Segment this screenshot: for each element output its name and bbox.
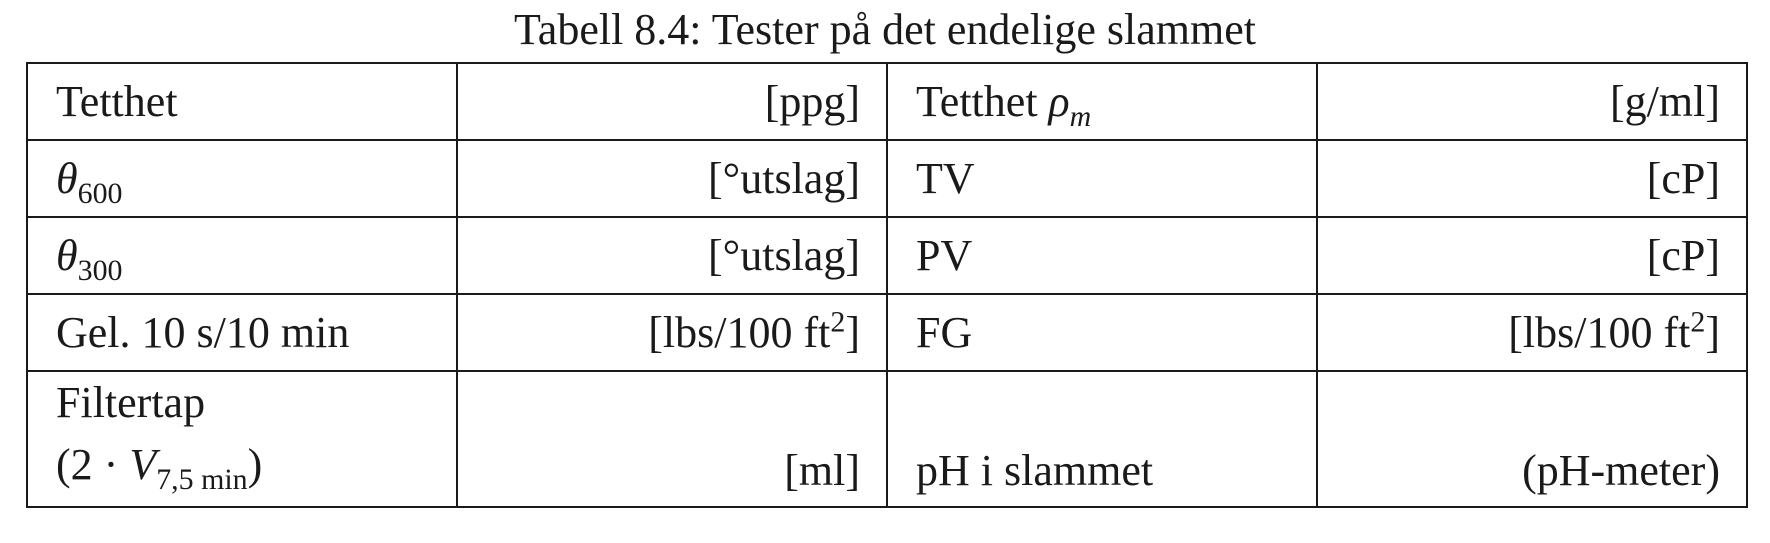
label-fg: FG xyxy=(886,293,1318,372)
unit-ml: [ml] xyxy=(456,370,888,508)
label-theta-300: θ300 xyxy=(26,216,458,295)
label-density-rho: Tetthet ρm xyxy=(886,62,1318,141)
unit-ph-meter: (pH-meter) xyxy=(1316,370,1748,508)
unit-deflection-600: [°utslag] xyxy=(456,139,888,218)
unit-g-per-ml: [g/ml] xyxy=(1316,62,1748,141)
table-row: θ300 [°utslag] PV [cP] xyxy=(26,216,1748,295)
unit-lbs-gel: [lbs/100 ft2] xyxy=(456,293,888,372)
unit-cp-tv: [cP] xyxy=(1316,139,1748,218)
unit-cp-pv: [cP] xyxy=(1316,216,1748,295)
label-ph: pH i slammet xyxy=(886,370,1318,508)
unit-deflection-300: [°utslag] xyxy=(456,216,888,295)
tests-table: Tetthet [ppg] Tetthet ρm [g/ml] θ600 [°u… xyxy=(26,62,1748,508)
unit-lbs-fg: [lbs/100 ft2] xyxy=(1316,293,1748,372)
table-row: Tetthet [ppg] Tetthet ρm [g/ml] xyxy=(26,62,1748,141)
label-theta-600: θ600 xyxy=(26,139,458,218)
table-row: θ600 [°utslag] TV [cP] xyxy=(26,139,1748,218)
table-row: Filtertap (2 · V7,5 min) [ml] pH i slamm… xyxy=(26,370,1748,508)
table-caption: Tabell 8.4: Tester på det endelige slamm… xyxy=(513,5,1256,54)
label-pv: PV xyxy=(886,216,1318,295)
label-gel: Gel. 10 s/10 min xyxy=(26,293,458,372)
table-row: Gel. 10 s/10 min [lbs/100 ft2] FG [lbs/1… xyxy=(26,293,1748,372)
label-tv: TV xyxy=(886,139,1318,218)
unit-ppg: [ppg] xyxy=(456,62,888,141)
label-density-ppg: Tetthet xyxy=(26,62,458,141)
label-filter-loss: Filtertap (2 · V7,5 min) xyxy=(26,370,458,508)
